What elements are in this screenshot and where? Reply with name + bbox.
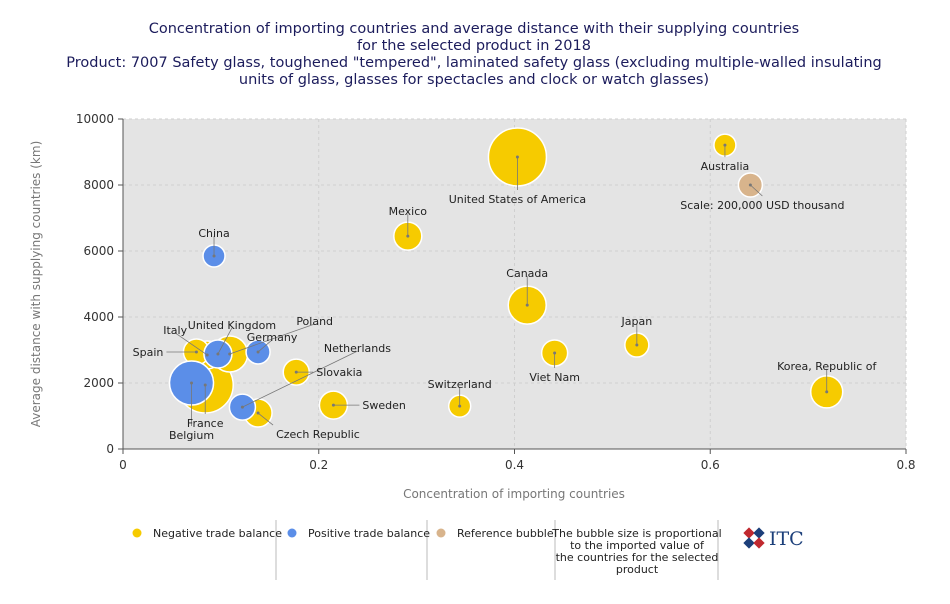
bubble-label: France (187, 417, 224, 430)
bubble-label: Poland (296, 315, 333, 328)
bubble-label: United States of America (449, 193, 586, 206)
bubble-label: Japan (621, 315, 653, 328)
center-dot (635, 343, 639, 347)
y-tick-label: 4000 (83, 310, 114, 324)
legend-note: product (616, 563, 659, 576)
legend-swatch (436, 528, 446, 538)
leader-line (750, 184, 763, 197)
bubble-label: Mexico (389, 205, 428, 218)
bubble-label: Czech Republic (276, 428, 360, 441)
bubble-label: Germany (247, 331, 298, 344)
center-dot (194, 350, 198, 354)
logo-text: ITC (769, 528, 804, 550)
center-dot (203, 383, 207, 387)
chart-subtitle: Product: 7007 Safety glass, toughened "t… (66, 55, 881, 71)
bubble-label: Scale: 200,000 USD thousand (680, 199, 844, 212)
leader-line (174, 332, 208, 356)
center-dot (294, 370, 298, 374)
center-dot (240, 405, 244, 409)
center-dot (723, 143, 727, 147)
chart-title: Concentration of importing countries and… (149, 21, 800, 37)
bubble-label: Viet Nam (529, 371, 580, 384)
bubble-label: Switzerland (428, 378, 492, 391)
bubble-label: Spain (133, 346, 164, 359)
legend-swatch (132, 528, 142, 538)
legend-swatch (287, 528, 297, 538)
chart-subtitle: units of glass, glasses for spectacles a… (239, 72, 709, 88)
center-dot (216, 352, 220, 356)
chart-title: for the selected product in 2018 (357, 38, 591, 54)
legend-note: to the imported value of (570, 539, 705, 552)
y-tick-label: 10000 (76, 112, 114, 126)
legend-label: Positive trade balance (308, 527, 430, 540)
center-dot (825, 390, 829, 394)
bubble-label: Slovakia (316, 366, 362, 379)
center-dot (553, 351, 557, 355)
legend-note: The bubble size is proportional (551, 527, 721, 540)
center-dot (458, 404, 462, 408)
bubble-label: Belgium (169, 429, 214, 442)
logo-icon (743, 527, 765, 549)
bubble-label: Australia (701, 160, 750, 173)
leader-line (217, 327, 233, 355)
bubble-label: Sweden (362, 399, 405, 412)
leader-line (257, 339, 273, 353)
x-tick-label: 0.2 (309, 458, 328, 472)
y-tick-label: 6000 (83, 244, 114, 258)
bubble-label: United Kingdom (188, 319, 276, 332)
center-dot (212, 254, 216, 258)
x-tick-label: 0.4 (505, 458, 524, 472)
center-dot (331, 403, 335, 407)
legend-note: the countries for the selected (556, 551, 719, 564)
leader-line (257, 412, 274, 426)
bubble-label: Canada (506, 267, 548, 280)
y-tick-label: 0 (106, 442, 114, 456)
bubble-label: Italy (163, 324, 187, 337)
x-tick-label: 0.8 (896, 458, 915, 472)
legend-label: Negative trade balance (153, 527, 282, 540)
x-tick-label: 0.6 (701, 458, 720, 472)
x-tick-label: 0 (119, 458, 127, 472)
center-dot (525, 303, 529, 307)
x-axis-label: Concentration of importing countries (403, 487, 625, 501)
leader-line (242, 350, 358, 408)
y-tick-label: 2000 (83, 376, 114, 390)
center-dot (190, 381, 194, 385)
center-dot (748, 183, 752, 187)
legend-label: Reference bubble (457, 527, 554, 540)
center-dot (228, 352, 232, 356)
y-tick-label: 8000 (83, 178, 114, 192)
center-dot (256, 411, 260, 415)
center-dot (515, 155, 519, 159)
bubble-label: China (198, 227, 229, 240)
center-dot (406, 234, 410, 238)
y-axis-label: Average distance with supplying countrie… (29, 141, 43, 428)
bubble-label: Korea, Republic of (777, 360, 877, 373)
legend-dividers (275, 520, 719, 580)
center-dot (205, 353, 209, 357)
center-dot (256, 350, 260, 354)
leader-line (229, 323, 315, 355)
bubble-label: Netherlands (324, 342, 391, 355)
